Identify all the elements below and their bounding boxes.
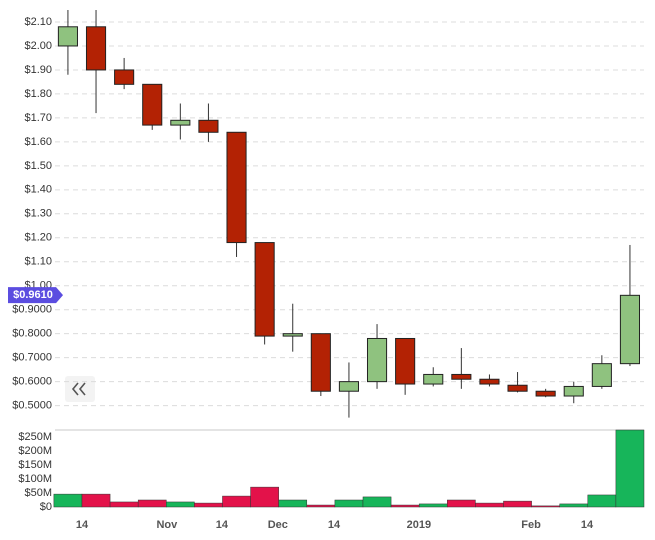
volume-tick-label: $100M	[18, 473, 52, 485]
volume-tick-label: $50M	[24, 487, 52, 499]
y-tick-label: $0.7000	[12, 352, 52, 364]
y-tick-label: $1.50	[24, 160, 52, 172]
volume-bar	[503, 500, 532, 508]
candle-body	[507, 384, 528, 392]
volume-bar	[194, 502, 223, 508]
y-tick-label: $1.30	[24, 208, 52, 220]
volume-tick-label: $0	[40, 501, 52, 513]
volume-bar	[166, 501, 195, 508]
last-price-label: $0.9610	[13, 289, 53, 301]
volume-bar	[418, 503, 448, 508]
x-tick-label: 14	[328, 519, 341, 531]
candle-body	[282, 333, 303, 337]
candle-body	[535, 390, 556, 397]
candle-body	[591, 363, 612, 387]
x-tick-label: 14	[76, 519, 89, 531]
y-tick-label: $1.20	[24, 232, 52, 244]
candle-body	[170, 119, 191, 126]
volume-bar	[559, 503, 589, 508]
candle-body	[254, 242, 275, 337]
y-tick-label: $1.80	[24, 88, 52, 100]
volume-bar	[587, 494, 617, 508]
y-tick-label: $0.9000	[12, 304, 52, 316]
volume-bar	[109, 501, 139, 508]
y-tick-label: $1.70	[24, 112, 52, 124]
x-tick-label: 2019	[407, 519, 431, 531]
candle-body	[85, 26, 107, 71]
volume-bar	[615, 429, 645, 508]
volume-tick-label: $250M	[18, 431, 52, 443]
candle-body	[310, 333, 331, 392]
candle-body	[114, 69, 135, 85]
x-tick-label: Nov	[156, 519, 178, 531]
x-tick-label: 14	[581, 519, 594, 531]
volume-bar	[362, 496, 392, 508]
volume-bar	[53, 493, 83, 508]
collapse-button[interactable]	[65, 376, 95, 402]
volume-bar	[81, 493, 111, 508]
volume-tick-label: $200M	[18, 445, 52, 457]
volume-bar	[531, 505, 560, 508]
volume-bar	[222, 495, 251, 508]
candle-body	[57, 26, 78, 47]
y-tick-label: $0.8000	[12, 328, 52, 340]
volume-bar	[250, 486, 279, 508]
candle-body	[451, 373, 472, 380]
last-price-tag	[8, 287, 63, 304]
y-tick-label: $2.00	[24, 40, 52, 52]
candle-body	[479, 378, 500, 385]
candle-body	[198, 119, 219, 133]
volume-bar	[137, 499, 167, 508]
x-tick-label: 14	[216, 519, 229, 531]
volume-bar	[334, 499, 364, 508]
y-tick-label: $1.10	[24, 256, 52, 268]
y-tick-label: $1.40	[24, 184, 52, 196]
candle-body	[338, 381, 359, 392]
chevrons-icon[interactable]	[71, 382, 86, 396]
candle-body	[563, 385, 584, 397]
y-tick-label: $2.10	[24, 16, 52, 28]
y-tick-label: $0.6000	[12, 376, 52, 388]
volume-bar	[475, 502, 504, 508]
y-tick-label: $1.90	[24, 64, 52, 76]
volume-bar	[390, 504, 420, 508]
candle-body	[395, 337, 416, 385]
x-tick-label: Dec	[268, 519, 288, 531]
candle-body	[423, 373, 444, 385]
volume-bar	[306, 504, 336, 508]
volume-bar	[278, 499, 308, 508]
candle-body	[226, 131, 247, 244]
y-tick-label: $1.60	[24, 136, 52, 148]
candle-body	[619, 294, 641, 365]
x-tick-label: Feb	[521, 519, 541, 531]
volume-tick-label: $150M	[18, 459, 52, 471]
y-tick-label: $0.5000	[12, 400, 52, 412]
volume-bar	[447, 499, 476, 508]
candle-body	[142, 83, 163, 126]
candle-body	[366, 337, 388, 383]
